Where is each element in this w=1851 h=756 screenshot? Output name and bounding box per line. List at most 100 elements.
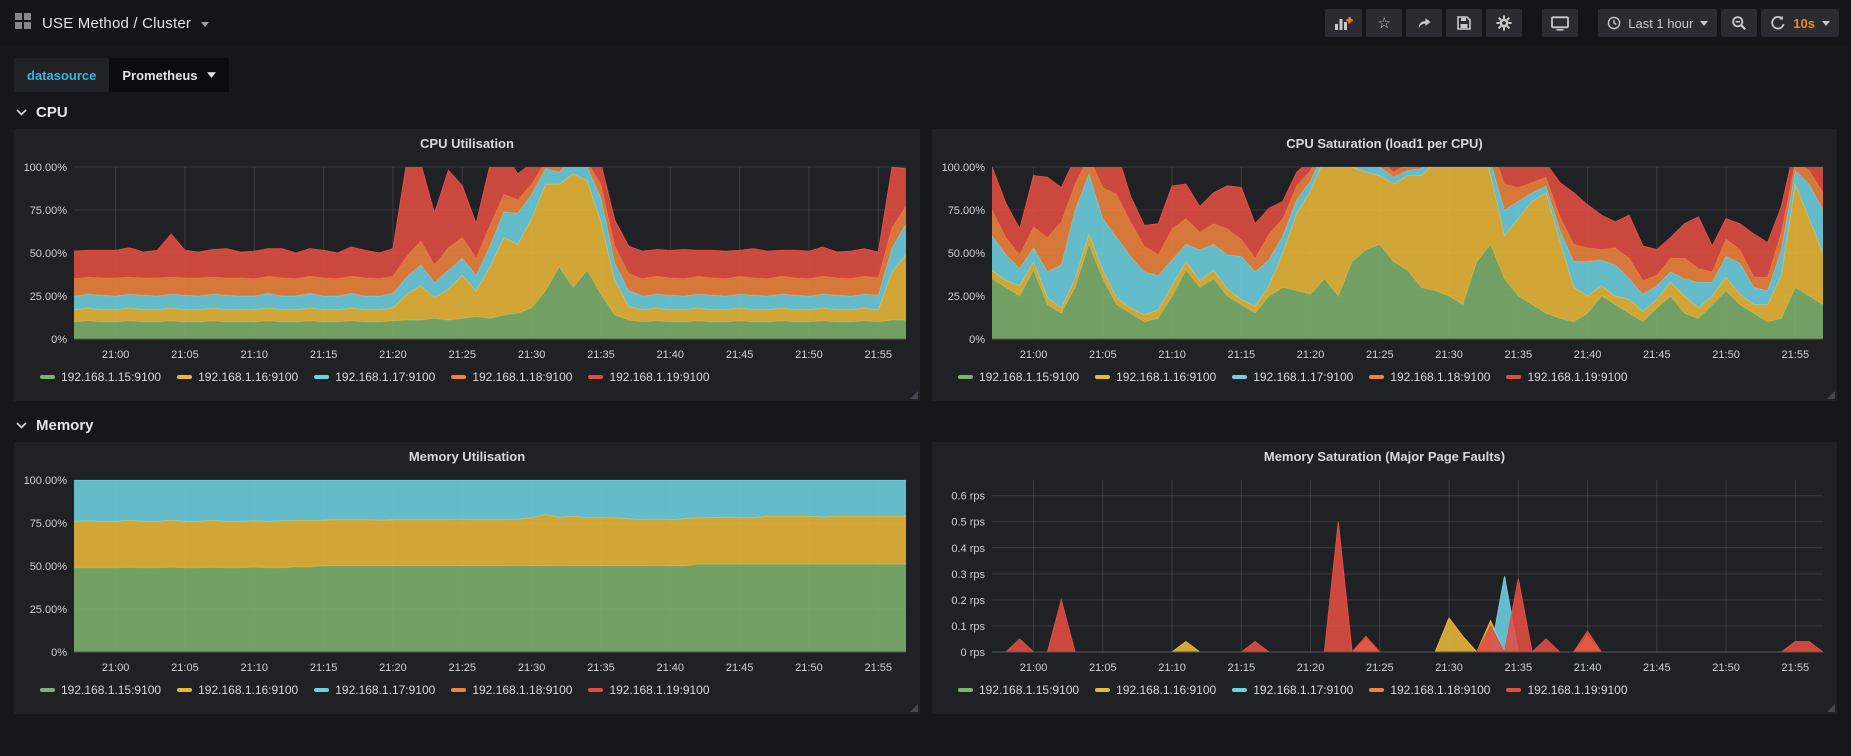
svg-text:50.00%: 50.00% <box>30 248 68 260</box>
tv-monitor-icon <box>1551 15 1570 31</box>
refresh-picker[interactable]: 10s <box>1761 9 1839 37</box>
memory-utilisation-chart[interactable]: 0% 25.00% 50.00% 75.00% 100.00% 21:00 21:05 21:… <box>14 470 920 680</box>
panel-title-cpu-saturation[interactable]: CPU Saturation (load1 per CPU) <box>1286 135 1483 151</box>
memory-utilisation-legend: 192.168.1.15:9100 192.168.1.16:9100 192.16… <box>14 680 920 697</box>
save-dashboard-button[interactable] <box>1446 9 1483 37</box>
legend-item[interactable]: 192.168.1.19:9100 <box>1506 683 1628 697</box>
legend-item[interactable]: 192.168.1.15:9100 <box>40 370 161 384</box>
legend-series-swatch <box>314 688 330 692</box>
row-header-cpu[interactable]: CPU <box>0 102 1851 129</box>
legend-item[interactable]: 192.168.1.17:9100 <box>1232 370 1353 384</box>
share-icon <box>1419 17 1431 28</box>
panel-title-cpu-utilisation[interactable]: CPU Utilisation <box>420 135 514 151</box>
svg-text:21:40: 21:40 <box>657 349 685 361</box>
panel-title-memory-utilisation[interactable]: Memory Utilisation <box>408 448 526 464</box>
share-dashboard-button[interactable] <box>1406 9 1443 37</box>
star-icon: ☆ <box>1377 14 1391 32</box>
legend-item[interactable]: 192.168.1.17:9100 <box>1232 683 1353 697</box>
svg-text:21:15: 21:15 <box>1228 349 1256 361</box>
svg-text:75.00%: 75.00% <box>948 205 986 217</box>
time-range-picker[interactable]: Last 1 hour <box>1598 9 1718 37</box>
legend-item[interactable]: 192.168.1.17:9100 <box>314 370 435 384</box>
svg-text:75.00%: 75.00% <box>30 205 68 217</box>
svg-text:21:35: 21:35 <box>587 349 615 361</box>
svg-text:21:15: 21:15 <box>310 349 338 361</box>
legend-item[interactable]: 192.168.1.18:9100 <box>451 683 572 697</box>
panel-memory-utilisation: Memory Utilisation 0% 25.00% 50.00% 75.00% 1… <box>14 442 920 714</box>
clock-icon <box>1607 16 1621 30</box>
legend-series-label: 192.168.1.18:9100 <box>472 683 573 697</box>
svg-text:100.00%: 100.00% <box>942 162 986 174</box>
refresh-interval-label: 10s <box>1793 15 1815 31</box>
add-panel-icon <box>1335 16 1353 30</box>
legend-item[interactable]: 192.168.1.16:9100 <box>177 683 298 697</box>
dashboard-title[interactable]: USE Method / Cluster <box>42 14 192 32</box>
svg-text:21:45: 21:45 <box>726 662 754 674</box>
add-panel-button[interactable] <box>1325 9 1363 37</box>
panel-resize-handle[interactable] <box>1827 704 1835 712</box>
legend-item[interactable]: 192.168.1.18:9100 <box>1369 370 1490 384</box>
legend-series-label: 192.168.1.15:9100 <box>979 683 1080 697</box>
svg-text:0.2 rps: 0.2 rps <box>951 595 985 607</box>
panel-title-memory-saturation[interactable]: Memory Saturation (Major Page Faults) <box>1263 448 1506 464</box>
refresh-icon <box>1771 15 1785 30</box>
legend-item[interactable]: 192.168.1.16:9100 <box>177 370 298 384</box>
cycle-view-mode-button[interactable] <box>1542 9 1579 37</box>
legend-series-label: 192.168.1.19:9100 <box>609 370 710 384</box>
svg-text:21:50: 21:50 <box>795 662 823 674</box>
dashboard-title-caret-icon[interactable] <box>201 14 210 32</box>
panel-resize-handle[interactable] <box>910 704 918 712</box>
legend-series-label: 192.168.1.16:9100 <box>198 370 299 384</box>
legend-series-swatch <box>177 375 193 379</box>
panel-resize-handle[interactable] <box>910 391 918 399</box>
legend-item[interactable]: 192.168.1.19:9100 <box>1506 370 1628 384</box>
cpu-utilisation-chart[interactable]: 0% 25.00% 50.00% 75.00% 100.00% 21:00 21:05 21:… <box>14 157 920 367</box>
legend-item[interactable]: 192.168.1.18:9100 <box>451 370 572 384</box>
legend-series-label: 192.168.1.18:9100 <box>1390 683 1491 697</box>
legend-item[interactable]: 192.168.1.18:9100 <box>1369 683 1490 697</box>
caret-down-icon <box>1822 20 1830 26</box>
cpu-saturation-chart[interactable]: 0% 25.00% 50.00% 75.00% 100.00% 21:00 21:05 21:… <box>932 157 1837 367</box>
star-dashboard-button[interactable]: ☆ <box>1366 9 1403 37</box>
legend-series-swatch <box>451 375 467 379</box>
legend-item[interactable]: 192.168.1.16:9100 <box>1095 683 1216 697</box>
legend-series-swatch <box>958 688 973 692</box>
datasource-variable-value[interactable]: Prometheus <box>109 58 229 92</box>
panel-resize-handle[interactable] <box>1827 391 1835 399</box>
dashboards-grid-icon[interactable] <box>14 12 32 35</box>
legend-series-swatch <box>588 688 604 692</box>
panel-cpu-utilisation: CPU Utilisation 0% 25.00% 50.00% 75.00% 100.… <box>14 129 920 401</box>
svg-text:21:55: 21:55 <box>1782 349 1810 361</box>
svg-text:21:05: 21:05 <box>171 349 199 361</box>
svg-text:21:25: 21:25 <box>1366 662 1394 674</box>
legend-series-label: 192.168.1.19:9100 <box>1527 683 1628 697</box>
svg-text:0.3 rps: 0.3 rps <box>951 569 985 581</box>
memory-saturation-chart[interactable]: 0 rps 0.1 rps 0.2 rps 0.3 rps 0.4 rps 0.5 rps… <box>932 470 1837 680</box>
svg-text:21:55: 21:55 <box>1782 662 1810 674</box>
dashboard-settings-button[interactable] <box>1486 9 1523 37</box>
svg-text:21:55: 21:55 <box>865 349 893 361</box>
svg-text:21:35: 21:35 <box>1505 349 1533 361</box>
cpu-panels-row: CPU Utilisation 0% 25.00% 50.00% 75.00% 100.… <box>0 129 1851 401</box>
legend-item[interactable]: 192.168.1.15:9100 <box>958 683 1079 697</box>
legend-series-swatch <box>1232 688 1248 692</box>
legend-series-swatch <box>451 688 467 692</box>
svg-text:21:05: 21:05 <box>1089 662 1117 674</box>
legend-series-label: 192.168.1.19:9100 <box>609 683 710 697</box>
legend-item[interactable]: 192.168.1.15:9100 <box>40 683 161 697</box>
legend-series-label: 192.168.1.18:9100 <box>1390 370 1491 384</box>
legend-item[interactable]: 192.168.1.19:9100 <box>588 683 710 697</box>
datasource-variable-control[interactable]: datasource Prometheus <box>14 58 229 92</box>
svg-text:21:35: 21:35 <box>587 662 615 674</box>
row-header-memory[interactable]: Memory <box>0 415 1851 442</box>
svg-text:0%: 0% <box>51 647 67 659</box>
svg-text:50.00%: 50.00% <box>948 248 986 260</box>
legend-item[interactable]: 192.168.1.19:9100 <box>588 370 710 384</box>
legend-item[interactable]: 192.168.1.15:9100 <box>958 370 1079 384</box>
legend-item[interactable]: 192.168.1.17:9100 <box>314 683 435 697</box>
legend-series-label: 192.168.1.18:9100 <box>472 370 573 384</box>
svg-text:21:00: 21:00 <box>102 349 130 361</box>
legend-item[interactable]: 192.168.1.16:9100 <box>1095 370 1216 384</box>
svg-text:21:00: 21:00 <box>1020 662 1048 674</box>
zoom-out-time-button[interactable] <box>1721 9 1758 37</box>
